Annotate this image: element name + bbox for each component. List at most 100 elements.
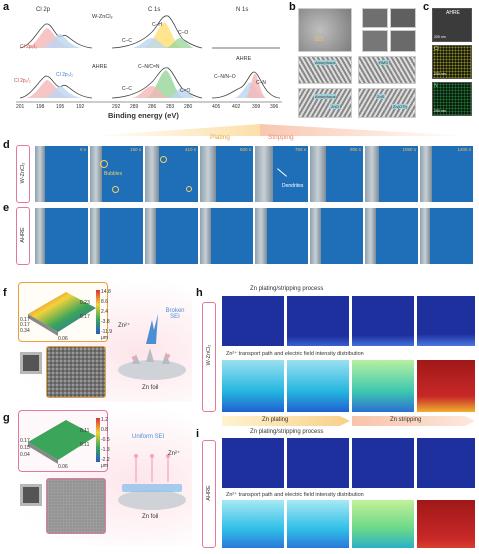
panel-a-xps bbox=[12, 6, 284, 118]
optical-frame-d-0: 0 s bbox=[34, 145, 89, 203]
sem-image-g bbox=[46, 478, 106, 534]
peak-c-bottom-1: C–C bbox=[122, 86, 133, 92]
e-side-box bbox=[16, 207, 30, 265]
i-field-sim-2 bbox=[352, 500, 414, 548]
tick-c-2: 286 bbox=[148, 104, 157, 110]
afm-g-ax-1: 0.15 bbox=[20, 445, 30, 451]
broken-sei-schematic bbox=[118, 314, 186, 380]
eds-element-cl: Cl bbox=[434, 46, 439, 52]
peak-n-0: C–N/N–O bbox=[214, 74, 236, 80]
frame-time-d-1: 150 s bbox=[129, 147, 141, 152]
frame-time-d-5: 900 s bbox=[349, 147, 361, 152]
peak-c-top-1: C–H bbox=[152, 22, 163, 28]
afm-g-ax-4: 0.04 bbox=[20, 452, 30, 458]
frame-time-d-2: 410 s bbox=[184, 147, 196, 152]
h-row1-title: Zn plating/stripping process bbox=[250, 286, 324, 292]
sem-thumb-g bbox=[20, 484, 42, 506]
eds-scale-2: 200 nm bbox=[434, 109, 446, 113]
optical-frame-e-4 bbox=[254, 207, 309, 265]
frame-time-d-0: 0 s bbox=[79, 147, 86, 152]
f-sei-label: Broken SEI bbox=[165, 308, 185, 320]
eds-scale-1: 200 nm bbox=[434, 72, 446, 76]
afm-f-z-2: 2.4 bbox=[101, 309, 108, 315]
afm-f-ax-4: 0.17 bbox=[20, 322, 30, 328]
optical-frame-d-6: 1050 s bbox=[364, 145, 419, 203]
peak-n-1: C–N bbox=[256, 80, 267, 86]
afm-g-ax-0: 0.17 bbox=[20, 438, 30, 444]
bubble-marker-3 bbox=[160, 156, 167, 163]
tem-zoom-1 bbox=[362, 8, 388, 28]
tem-zoom-3 bbox=[362, 30, 388, 52]
h-plate-sim-2 bbox=[352, 296, 414, 346]
afm-g-ax-5: 0.11 bbox=[80, 442, 90, 448]
panel-g-label: g bbox=[3, 412, 10, 424]
afm-f-z-0: 14.8 bbox=[101, 289, 111, 295]
afm-f-ax-2: 0.23 bbox=[80, 300, 90, 306]
optical-frame-d-5: 900 s bbox=[309, 145, 364, 203]
i-side-box bbox=[202, 440, 216, 548]
afm-f-ax-0: 0.34 bbox=[20, 328, 30, 334]
peak-c-top-2: C–O bbox=[178, 30, 189, 36]
panel-b-label: b bbox=[289, 1, 296, 13]
eds-scale-0: 200 nm bbox=[434, 35, 446, 39]
xps-sample-top: W-ZnCl₂ bbox=[92, 14, 113, 20]
h-field-sim-0 bbox=[222, 360, 284, 412]
lattice-4 bbox=[358, 88, 416, 118]
optical-frame-d-2: 410 s bbox=[144, 145, 199, 203]
dendrites-label: Dendrites bbox=[282, 183, 304, 189]
i-field-sim-3 bbox=[417, 500, 475, 548]
afm-f-ax-1: 0.17 bbox=[20, 317, 30, 323]
lattice-box-3: ZnS bbox=[376, 94, 386, 99]
h-field-sim-2 bbox=[352, 360, 414, 412]
peak-cl-top-0: Cl 2p₃/₂ bbox=[20, 44, 38, 50]
frame-time-d-3: 600 s bbox=[239, 147, 251, 152]
afm-g-z-2: -0.5 bbox=[101, 437, 110, 443]
optical-frame-e-2 bbox=[144, 207, 199, 265]
xps-c-bottom bbox=[111, 67, 203, 99]
afm-g-zunit: μm bbox=[101, 463, 109, 469]
optical-frame-e-3 bbox=[199, 207, 254, 265]
h-side-label: W-ZnCl₂ bbox=[206, 344, 212, 366]
optical-frame-e-0 bbox=[34, 207, 89, 265]
xps-n-bottom bbox=[211, 71, 281, 99]
h-field-sim-3 bbox=[417, 360, 475, 412]
bubbles-label: Bubbles bbox=[104, 171, 123, 177]
i-side-label: AHRE bbox=[206, 485, 212, 501]
lattice-3 bbox=[298, 88, 352, 118]
optical-frame-e-1 bbox=[89, 207, 144, 265]
xps-spectra bbox=[16, 15, 282, 103]
afm-f-z-3: -3.8 bbox=[101, 319, 110, 325]
optical-frame-e-5 bbox=[309, 207, 364, 265]
g-zn-ion: Zn²⁺ bbox=[168, 451, 181, 457]
afm-f-ax-5: 0.17 bbox=[80, 314, 90, 320]
afm-f-ax-3: 0.06 bbox=[58, 336, 68, 342]
xps-cl-title: Cl 2p bbox=[36, 7, 51, 13]
tick-cl-1: 198 bbox=[36, 104, 45, 110]
afm-g-z-0: 1.2 bbox=[101, 417, 108, 423]
tem-zoom-4 bbox=[390, 30, 416, 52]
tick-cl-0: 201 bbox=[16, 104, 25, 110]
i-plate-sim-1 bbox=[287, 438, 349, 488]
lattice-box-1: RMS bbox=[378, 60, 389, 65]
eds-title: AHRE bbox=[446, 10, 460, 16]
sem-thumb-f bbox=[20, 352, 42, 374]
xps-n-title: N 1s bbox=[236, 7, 249, 13]
i-row2-title: Zn²⁺ transport path and electric field i… bbox=[226, 492, 364, 498]
optical-frame-d-3: 600 s bbox=[199, 145, 254, 203]
peak-c-bottom-2: C=O bbox=[180, 88, 191, 94]
eds-element-n: N bbox=[434, 83, 438, 89]
peak-cl-bottom-0: Cl 2p₁/₂ bbox=[14, 78, 31, 84]
d-side-box bbox=[16, 145, 30, 203]
eds-cl-map bbox=[432, 45, 472, 79]
d-side-label: W-ZnCl₂ bbox=[20, 162, 26, 184]
frame-time-d-6: 1050 s bbox=[402, 147, 416, 152]
tick-n-2: 399 bbox=[252, 104, 261, 110]
lattice-box-2: Amorphous bbox=[314, 94, 337, 99]
tem-overview bbox=[298, 8, 352, 52]
panel-e-label: e bbox=[3, 202, 10, 214]
panel-i-label: i bbox=[196, 428, 200, 440]
g-sei-label: Uniform SEI bbox=[132, 434, 165, 440]
i-plate-sim-0 bbox=[222, 438, 284, 488]
i-field-sim-0 bbox=[222, 500, 284, 548]
frame-time-d-4: 750 s bbox=[294, 147, 306, 152]
